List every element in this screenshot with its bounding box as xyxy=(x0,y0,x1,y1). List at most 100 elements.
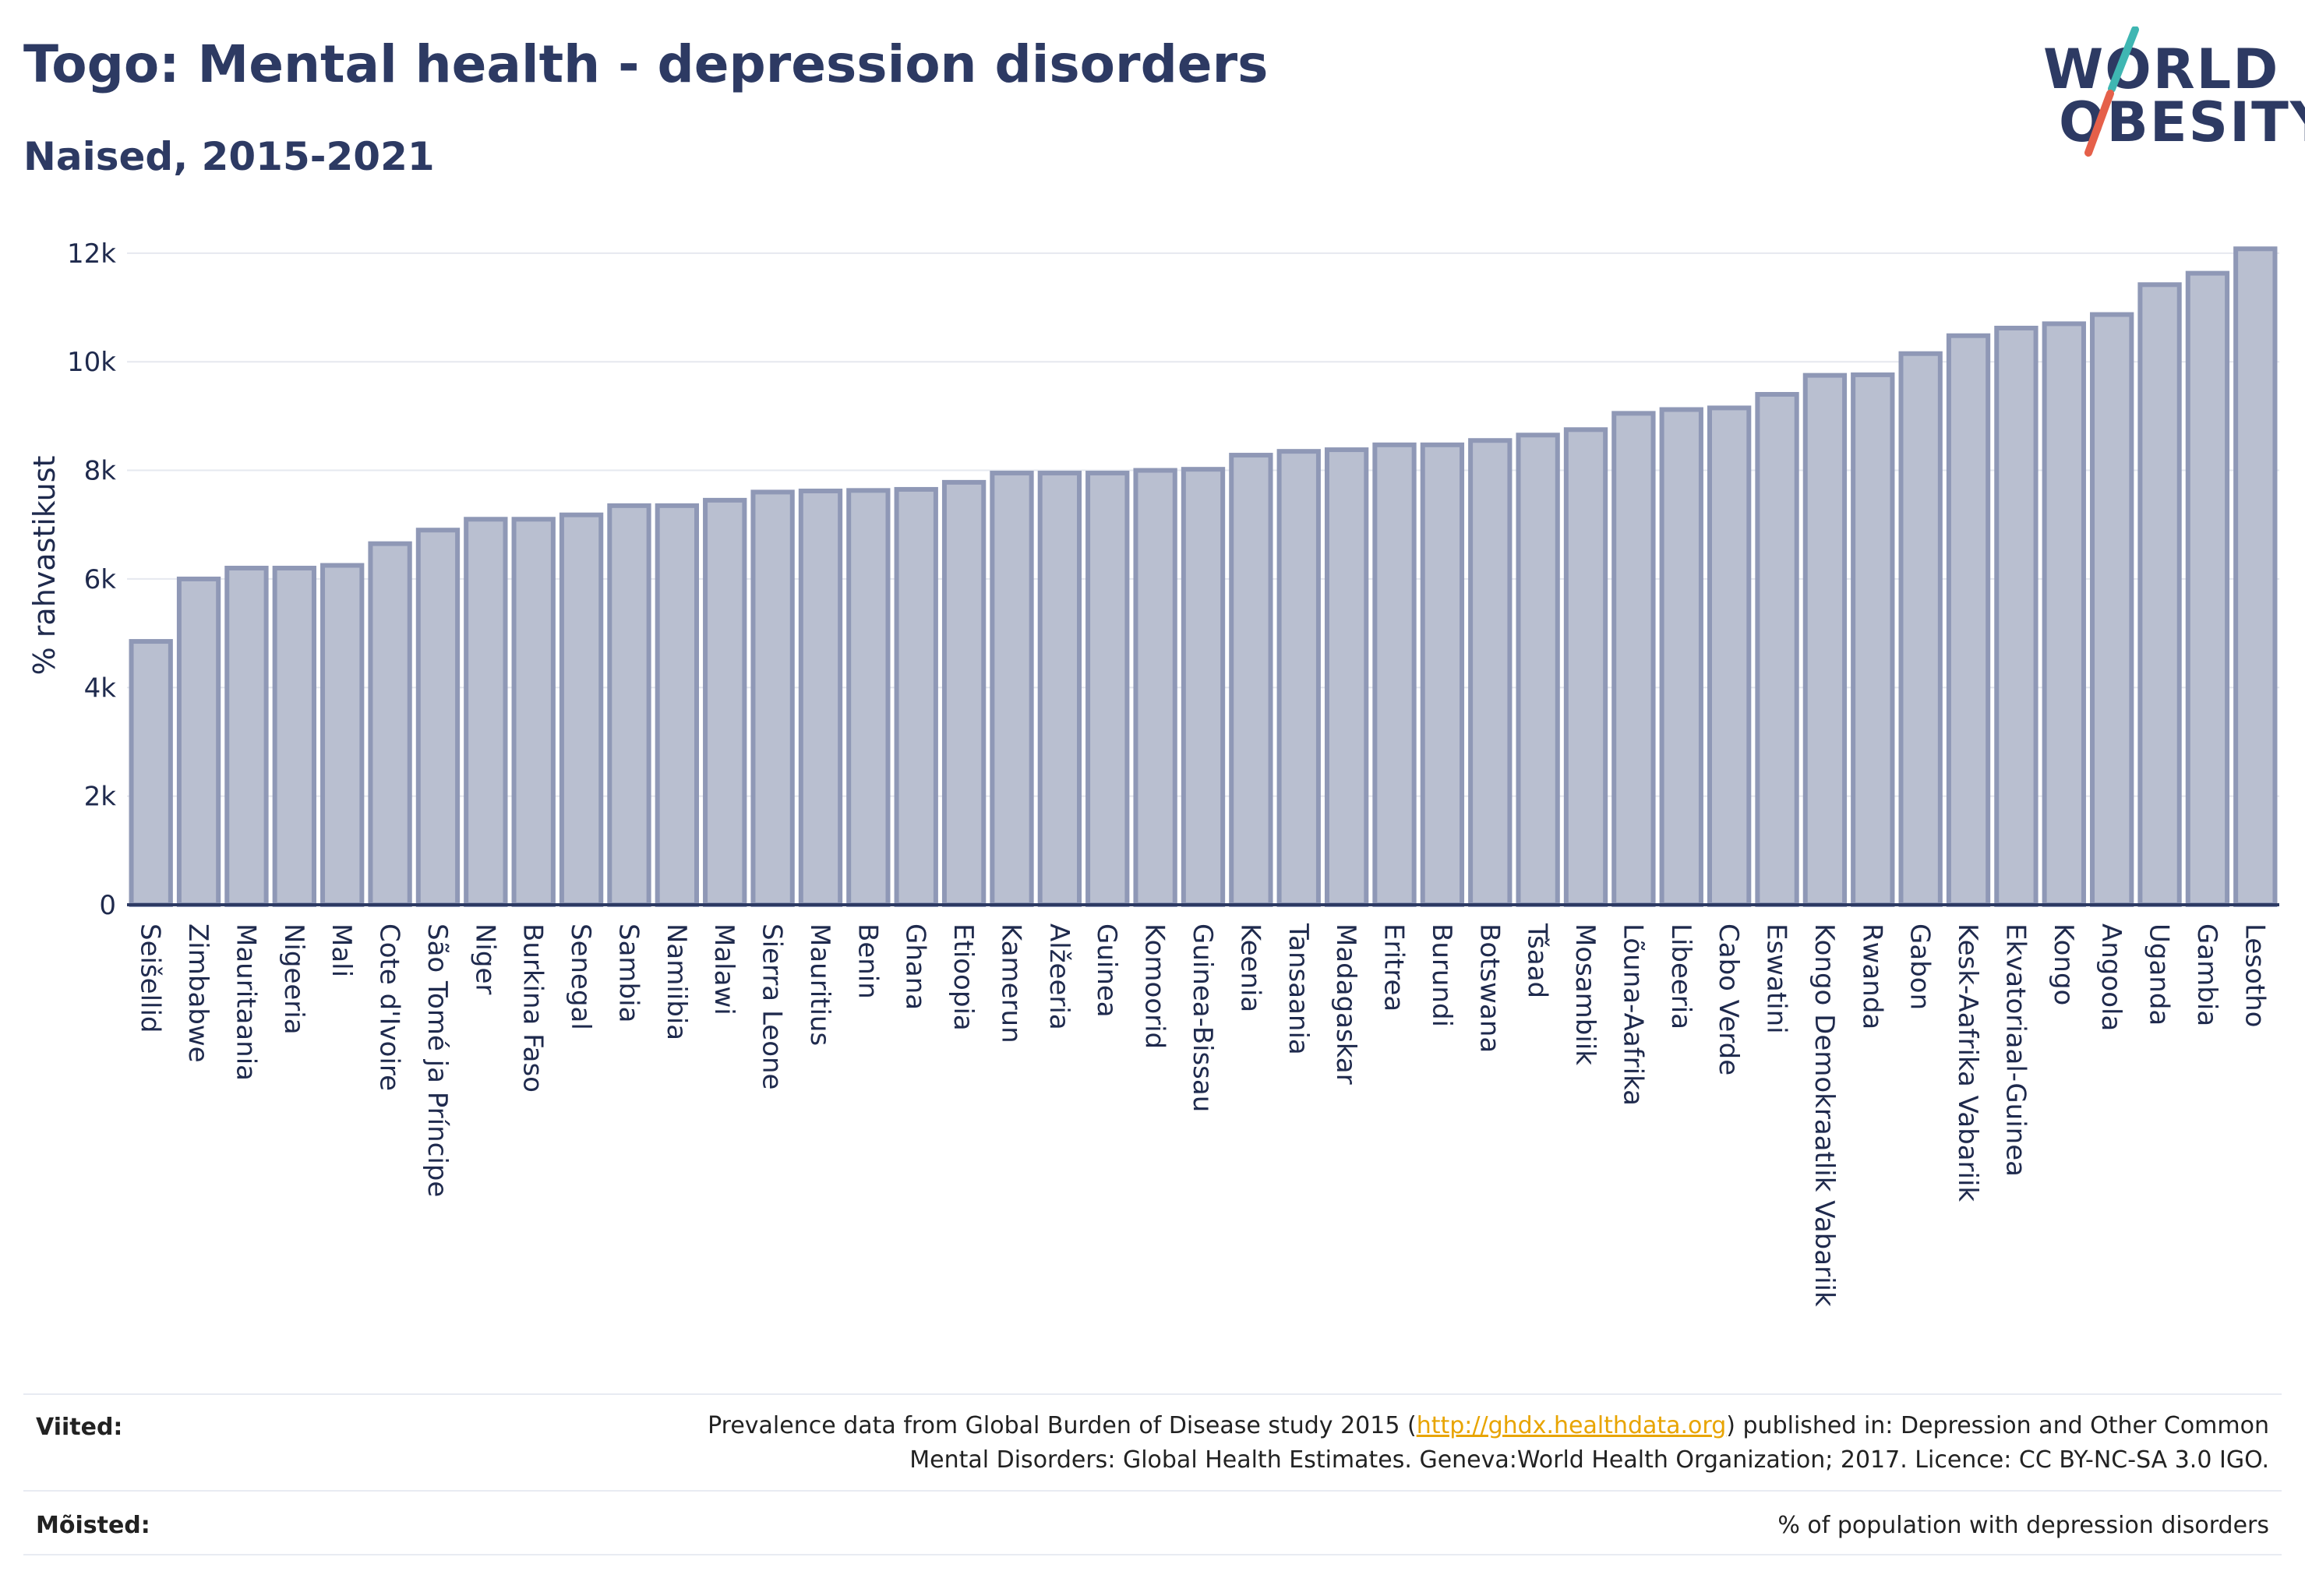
y-axis-label: % rahvastikust xyxy=(27,456,62,676)
bar xyxy=(368,541,412,907)
bar xyxy=(2090,312,2134,907)
bar xyxy=(1994,325,2038,907)
bar xyxy=(607,503,651,907)
bar xyxy=(2137,282,2182,907)
x-tick-label: Cabo Verde xyxy=(1713,923,1744,1075)
bar xyxy=(1181,467,1226,907)
x-tick-label: Angoola xyxy=(2095,923,2127,1031)
bar xyxy=(1324,447,1369,907)
x-tick-label: Guinea-Bissau xyxy=(1187,923,1218,1112)
bar xyxy=(320,563,365,907)
footer-divider-bottom xyxy=(23,1554,2282,1555)
bar xyxy=(798,489,843,907)
bar xyxy=(1372,442,1417,907)
bar xyxy=(559,512,604,907)
bar xyxy=(1611,411,1656,907)
bar xyxy=(129,639,173,907)
x-tick-label: Ghana xyxy=(900,923,931,1010)
y-tick-label: 12k xyxy=(67,238,116,270)
bar xyxy=(1516,433,1560,907)
sources-text-after: ) published in: Depression and Other Com… xyxy=(1726,1412,2269,1439)
x-tick-label: Lõuna-Aafrika xyxy=(1617,923,1648,1106)
x-tick-label: Lesotho xyxy=(2239,923,2270,1027)
x-tick-label: Keenia xyxy=(1234,923,1265,1012)
bar xyxy=(2185,270,2230,908)
x-tick-label: Eritrea xyxy=(1378,923,1410,1012)
bar xyxy=(1659,407,1703,907)
x-tick-label: Sierra Leone xyxy=(757,923,788,1089)
x-tick-label: Namiibia xyxy=(661,923,692,1040)
x-tick-label: Gambia xyxy=(2191,923,2222,1026)
x-tick-label: Botswana xyxy=(1474,923,1505,1053)
y-tick-label: 4k xyxy=(84,673,117,704)
x-tick-label: Nigeeria xyxy=(278,923,309,1035)
x-tick-label: Mali xyxy=(326,923,357,977)
bar xyxy=(655,503,700,907)
bar xyxy=(1420,442,1465,907)
page-title: Togo: Mental health - depression disorde… xyxy=(23,34,1269,94)
definitions-row: Mõisted: % of population with depression… xyxy=(23,1509,2282,1548)
bar xyxy=(846,488,891,907)
y-tick-label: 8k xyxy=(84,456,117,487)
logo-slash-icon xyxy=(2084,26,2139,157)
y-tick-label: 6k xyxy=(84,564,117,595)
x-tick-label: Mauritaania xyxy=(230,923,261,1081)
bar xyxy=(2233,246,2278,907)
x-tick-label: Cote d'Ivoire xyxy=(374,923,405,1091)
x-tick-label: São Tomé ja Príncipe xyxy=(422,923,453,1197)
x-tick-label: Kongo xyxy=(2048,923,2079,1005)
footer-divider-middle xyxy=(23,1490,2282,1492)
bar xyxy=(1563,427,1608,907)
bar xyxy=(1946,333,1991,907)
bar xyxy=(1802,373,1848,907)
sources-link[interactable]: http://ghdx.healthdata.org xyxy=(1416,1412,1727,1439)
bar xyxy=(1037,471,1082,907)
bar xyxy=(703,497,747,907)
bar xyxy=(990,471,1034,907)
x-tick-label: Mosambiik xyxy=(1569,923,1601,1065)
y-tick-label: 10k xyxy=(67,347,116,378)
x-tick-label: Uganda xyxy=(2144,923,2175,1026)
bar xyxy=(1085,471,1130,907)
y-tick-label: 0 xyxy=(99,890,116,921)
bar xyxy=(1898,351,1943,907)
x-tick-label: Malawi xyxy=(708,923,740,1015)
page-subtitle: Naised, 2015-2021 xyxy=(23,134,435,179)
x-tick-label: Benin xyxy=(852,923,883,999)
x-tick-label: Kongo Demokraatlik Vabariik xyxy=(1809,923,1840,1307)
bar xyxy=(176,576,221,907)
bar xyxy=(750,489,795,907)
bar xyxy=(272,565,316,907)
bar xyxy=(464,517,508,907)
x-tick-label: Seišellid xyxy=(135,923,166,1033)
x-tick-label: Sambia xyxy=(612,923,644,1022)
x-tick-label: Burundi xyxy=(1426,923,1457,1027)
x-tick-label: Madagaskar xyxy=(1330,923,1361,1085)
x-tick-label: Kesk-Aafrika Vabariik xyxy=(1952,923,1983,1202)
bar xyxy=(1468,438,1513,907)
sources-text: Prevalence data from Global Burden of Di… xyxy=(708,1409,2269,1478)
bar xyxy=(1755,392,1799,907)
x-tick-label: Senegal xyxy=(565,923,596,1030)
definitions-text: % of population with depression disorder… xyxy=(1777,1512,2269,1539)
x-tick-label: Niger xyxy=(469,923,500,994)
sources-row: Viited: Prevalence data from Global Burd… xyxy=(23,1409,2282,1487)
bar xyxy=(511,517,556,907)
bar xyxy=(894,486,938,907)
x-tick-label: Ekvatoriaal-Guinea xyxy=(2000,923,2031,1177)
x-tick-label: Eswatini xyxy=(1761,923,1792,1034)
bar xyxy=(1851,372,1895,907)
sources-label: Viited: xyxy=(36,1414,123,1441)
bar xyxy=(1229,453,1273,907)
definitions-label: Mõisted: xyxy=(36,1512,150,1539)
world-obesity-logo: WORLD OBESITY xyxy=(2026,26,2305,167)
x-tick-label: Burkina Faso xyxy=(517,923,549,1093)
bar xyxy=(1707,405,1752,907)
bar-chart: 0 2k 4k 6k 8k 10k 12k % rahvastikust Seišellid Zi… xyxy=(27,238,2279,1307)
x-tick-label: Etioopia xyxy=(948,923,979,1031)
bar xyxy=(1276,449,1321,907)
x-tick-label: Alžeeria xyxy=(1043,923,1075,1030)
x-tick-label: Rwanda xyxy=(1856,923,1887,1029)
x-tick-label: Zimbabwe xyxy=(182,923,214,1063)
y-tick-label: 2k xyxy=(84,782,117,813)
